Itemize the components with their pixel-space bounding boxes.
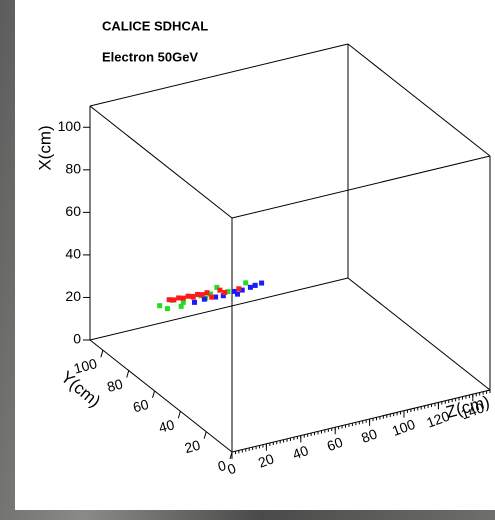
- point: [195, 292, 200, 297]
- chart: CALICE SDHCAL Electron 50GeV X(cm) Y(cm)…: [0, 0, 495, 520]
- point: [181, 296, 186, 301]
- point: [191, 295, 196, 300]
- page: {"chart_data": {"type": "scatter3d", "ti…: [0, 0, 495, 520]
- point: [176, 295, 181, 300]
- point: [200, 292, 205, 297]
- point: [243, 280, 248, 285]
- point: [248, 285, 253, 290]
- x-tick-label: 80: [65, 161, 81, 177]
- x-tick-label: 60: [65, 203, 81, 219]
- point: [253, 283, 258, 288]
- x-tick-label: 100: [58, 118, 82, 134]
- point: [259, 281, 264, 286]
- chart-title: CALICE SDHCAL: [102, 18, 208, 33]
- point: [165, 306, 170, 311]
- point: [167, 297, 172, 302]
- point: [157, 303, 162, 308]
- point: [235, 292, 240, 297]
- x-tick-label: 20: [65, 288, 81, 304]
- x-axis-label: X(cm): [35, 125, 54, 170]
- chart-subtitle: Electron 50GeV: [102, 49, 198, 64]
- point: [204, 290, 209, 295]
- point: [186, 294, 191, 299]
- point: [209, 295, 214, 300]
- x-tick-label: 0: [73, 331, 81, 347]
- x-tick-label: 40: [65, 246, 81, 262]
- point: [202, 297, 207, 302]
- point: [179, 304, 184, 309]
- point: [217, 288, 222, 293]
- point: [222, 290, 227, 295]
- point: [236, 286, 241, 291]
- point: [171, 297, 176, 302]
- point: [192, 300, 197, 305]
